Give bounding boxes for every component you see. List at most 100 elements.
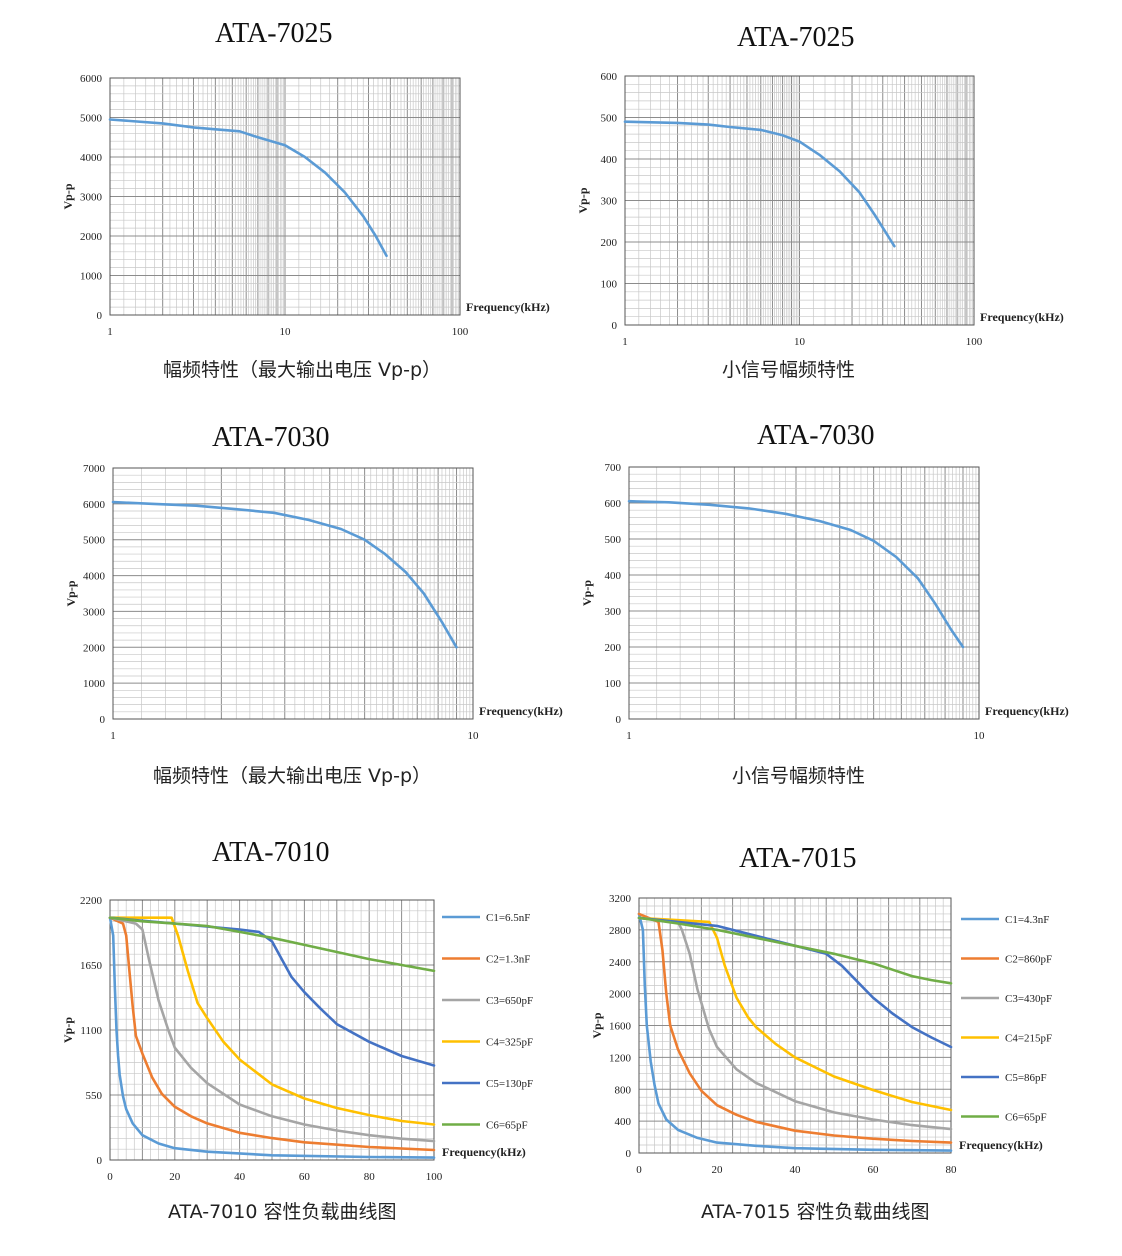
y-tick-label: 7000 [83,463,106,475]
x-tick-label: 100 [426,1171,443,1183]
chart-plot: 01002003004005006001 10 100Frequency(kHz)V… [561,0,1122,400]
y-tick-label: 100 [605,678,622,690]
x-axis-label: Frequency(kHz) [442,1145,526,1159]
y-tick-label: 0 [97,1155,103,1167]
x-tick-label: 60 [299,1171,311,1183]
y-tick-label: 4000 [80,152,103,164]
y-axis-label: Vp-p [580,580,594,606]
y-tick-label: 2400 [609,957,632,969]
x-tick-label: 20 [169,1171,181,1183]
y-tick-label: 100 [601,279,618,291]
chart-panel-ata-7025-small: ATA-7025 0 100 200 300 400 500 600 1 10 100 Freque… [561,0,1122,400]
x-tick-label: 100 [452,326,469,338]
x-tick-label: 80 [946,1164,958,1176]
y-tick-label: 5000 [83,535,106,547]
y-tick-label: 2000 [609,989,632,1001]
chart-caption: 幅频特性（最大输出电压 Vp-p） [153,761,431,788]
y-tick-label: 2200 [80,895,103,907]
chart-caption: 小信号幅频特性 [732,761,865,788]
y-axis-label: Vp-p [61,1017,75,1043]
x-axis-label: Frequency(kHz) [479,704,563,718]
y-tick-label: 800 [615,1084,632,1096]
x-axis-label: Frequency(kHz) [466,300,550,314]
y-tick-label: 300 [605,606,622,618]
grid [110,78,460,315]
chart-plot: 0 550 1100 1650 2200 0 20 40 60 80 100 Frequency(kH… [0,825,560,1250]
legend-entry: C5=86pF [1005,1072,1047,1084]
y-tick-label: 700 [605,462,622,474]
y-tick-label: 1600 [609,1021,632,1033]
x-tick-label: 40 [790,1164,802,1176]
y-tick-label: 3000 [83,606,106,618]
x-tick-label: 1 [626,730,632,742]
y-tick-label: 5000 [80,113,103,125]
y-tick-label: 6000 [80,73,103,85]
y-tick-label: 0 [626,1148,632,1160]
x-tick-label: 10 [468,730,480,742]
x-tick-label: 80 [364,1171,376,1183]
y-tick-label: 1200 [609,1052,632,1064]
y-tick-label: 200 [605,642,622,654]
legend-entry: C4=325pF [486,1037,533,1049]
legend-entry: C3=650pF [486,995,533,1007]
legend-entry: C6=65pF [486,1120,528,1132]
chart-panel-ata-7030-max: ATA-7030 0 1000 2000 3000 4000 5000 6000 7000 1 1… [0,410,560,805]
x-tick-label: 0 [636,1164,642,1176]
x-axis-label: Frequency(kHz) [980,310,1064,324]
y-tick-label: 0 [100,714,106,726]
y-tick-label: 0 [612,320,618,332]
y-tick-label: 1650 [80,960,103,972]
chart-plot: 0 100 200 300 400 500 600 700 1 10 Frequency(kHz) V… [561,410,1122,805]
y-tick-label: 2800 [609,925,632,937]
x-tick-label: 20 [712,1164,724,1176]
y-tick-label: 600 [601,71,618,83]
y-tick-label: 400 [605,570,622,582]
x-tick-label: 1 [110,730,116,742]
y-tick-label: 2000 [83,642,106,654]
x-axis-label: Frequency(kHz) [959,1138,1043,1152]
y-tick-label: 0 [97,310,103,322]
y-tick-label: 400 [615,1116,632,1128]
x-tick-label: 60 [868,1164,880,1176]
y-axis-label: Vp-p [64,580,78,606]
x-tick-label: 100 [966,336,983,348]
chart-plot: 0 1000 2000 3000 4000 5000 6000 7000 1 10 Frequenc… [0,410,560,805]
y-tick-label: 3000 [80,192,103,204]
grid [625,76,974,325]
y-axis-label: Vp-p [590,1012,604,1038]
y-tick-label: 300 [601,196,618,208]
x-tick-label: 1 [622,336,628,348]
x-axis-label: Frequency(kHz) [985,704,1069,718]
y-tick-label: 3200 [609,893,632,905]
y-tick-label: 550 [86,1090,103,1102]
chart-plot: 01000200030004000500060001 10 100Frequency… [0,0,560,400]
y-tick-label: 0 [616,714,622,726]
legend-entry: C2=1.3nF [486,954,530,966]
y-tick-label: 500 [601,113,618,125]
y-tick-label: 6000 [83,499,106,511]
legend-entry: C1=4.3nF [1005,914,1049,926]
y-axis-label: Vp-p [576,187,590,213]
legend-entry: C2=860pF [1005,954,1052,966]
x-tick-label: 10 [794,336,806,348]
chart-caption: 小信号幅频特性 [722,355,855,382]
legend-entry: C3=430pF [1005,993,1052,1005]
x-tick-label: 0 [107,1171,113,1183]
chart-caption: ATA-7010 容性负载曲线图 [168,1197,396,1224]
y-tick-label: 4000 [83,571,106,583]
x-tick-label: 40 [234,1171,246,1183]
legend-entry: C6=65pF [1005,1112,1047,1124]
chart-panel-ata-7030-small: ATA-7030 0 100 200 300 400 500 600 700 1 10 Freque… [561,410,1122,805]
chart-panel-ata-7010: ATA-7010 0 550 1100 1650 2200 0 20 40 60 80 100 Fre… [0,825,560,1250]
chart-caption: ATA-7015 容性负载曲线图 [701,1197,929,1224]
x-tick-label: 10 [974,730,986,742]
y-tick-label: 1100 [80,1025,102,1037]
y-tick-label: 1000 [80,271,103,283]
chart-panel-ata-7015: ATA-7015 0 400 800 1200 1600 2000 2400 2800 3200… [561,825,1122,1250]
chart-plot: 0 400 800 1200 1600 2000 2400 2800 3200 0 20 40 60 80… [561,825,1122,1250]
y-tick-label: 2000 [80,231,103,243]
y-tick-label: 600 [605,498,622,510]
chart-panel-ata-7025-max: ATA-7025 0 1000 2000 3000 4000 5000 6000 1 10 100… [0,0,560,400]
y-tick-label: 400 [601,154,618,166]
x-tick-label: 10 [280,326,292,338]
